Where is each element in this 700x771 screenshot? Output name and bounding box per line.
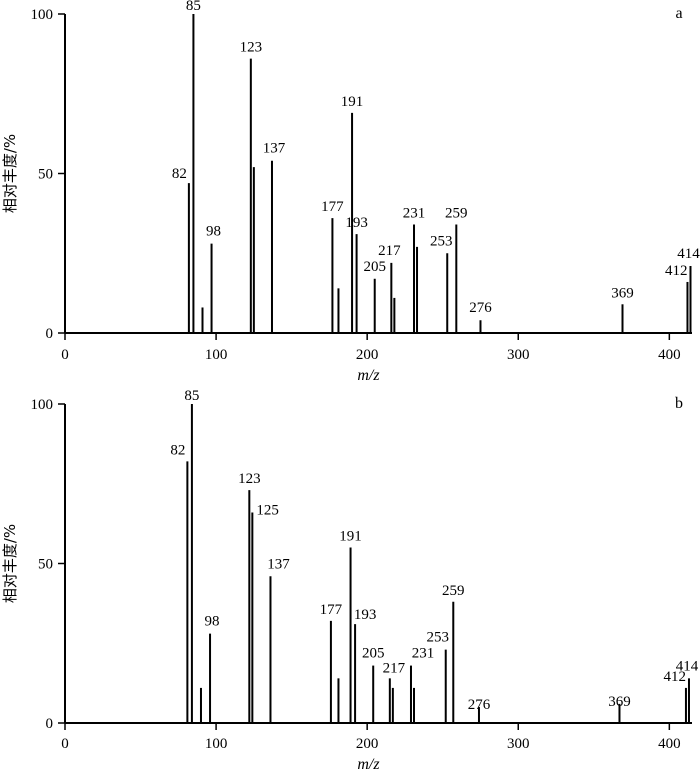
peak-label: 85 — [186, 0, 201, 14]
peak-label: 217 — [378, 243, 401, 259]
peak-label: 217 — [383, 660, 406, 676]
peak-label: 82 — [172, 166, 187, 182]
x-tick-label: 400 — [658, 347, 681, 363]
x-tick-label: 300 — [507, 736, 530, 752]
peak-label: 191 — [341, 94, 364, 110]
peak-label: 98 — [206, 224, 221, 240]
peak-label: 412 — [665, 263, 688, 279]
x-tick-label: 200 — [356, 736, 379, 752]
x-tick-label: 300 — [507, 347, 530, 363]
y-tick-label: 100 — [31, 397, 54, 413]
peak-label: 231 — [412, 646, 435, 662]
x-tick-label: 0 — [61, 347, 69, 363]
peak-label: 177 — [321, 199, 344, 215]
x-axis-label: m/z — [357, 367, 380, 384]
y-tick-label: 50 — [38, 557, 53, 573]
peak-label: 259 — [442, 583, 465, 599]
peak-label: 412 — [663, 669, 686, 685]
x-axis-label: m/z — [357, 756, 380, 771]
peak-label: 193 — [345, 215, 368, 231]
peak-label: 205 — [362, 646, 385, 662]
peak-label: 259 — [445, 206, 468, 222]
y-tick-label: 0 — [46, 716, 54, 732]
peak-label: 276 — [468, 697, 491, 713]
peak-label: 125 — [256, 502, 279, 518]
peak-label: 253 — [430, 233, 453, 249]
peak-label: 414 — [677, 246, 700, 262]
peak-label: 177 — [320, 602, 343, 618]
peak-label: 253 — [426, 630, 449, 646]
y-tick-label: 50 — [38, 167, 53, 183]
spectrum-panel-b: 0 50 100 0 100 200 300 400 82 85 98 123 125 137 177 191… — [1, 388, 699, 771]
spectrum-panel-a: 0 50 100 0 100 200 300 400 82 85 98 123 137 177 191 193… — [1, 0, 700, 384]
y-axis-label: 相对丰度/% — [1, 524, 19, 603]
peak-label: 82 — [170, 442, 185, 458]
peak-label: 231 — [403, 206, 426, 222]
peak-label: 205 — [363, 259, 386, 275]
x-tick-label: 100 — [205, 347, 228, 363]
peak-label: 193 — [354, 607, 377, 623]
peak-label: 137 — [263, 141, 286, 157]
panel-letter: b — [675, 395, 683, 412]
x-tick-label: 100 — [205, 736, 228, 752]
peak-label: 369 — [608, 694, 631, 710]
y-axis-label: 相对丰度/% — [1, 134, 19, 213]
x-tick-label: 0 — [61, 736, 69, 752]
y-tick-label: 0 — [46, 326, 54, 342]
peak-label: 137 — [267, 556, 290, 572]
peak-label: 123 — [240, 40, 263, 56]
y-tick-label: 100 — [31, 7, 54, 23]
peak-label: 191 — [339, 529, 362, 545]
x-tick-label: 400 — [658, 736, 681, 752]
panel-letter: a — [675, 5, 682, 22]
peak-label: 123 — [238, 471, 261, 487]
peak-label: 276 — [469, 300, 492, 316]
peak-label: 85 — [184, 388, 199, 404]
peak-label: 98 — [205, 614, 220, 630]
x-tick-label: 200 — [356, 347, 379, 363]
peak-label: 369 — [611, 285, 634, 301]
peak-label: 414 — [676, 658, 699, 674]
